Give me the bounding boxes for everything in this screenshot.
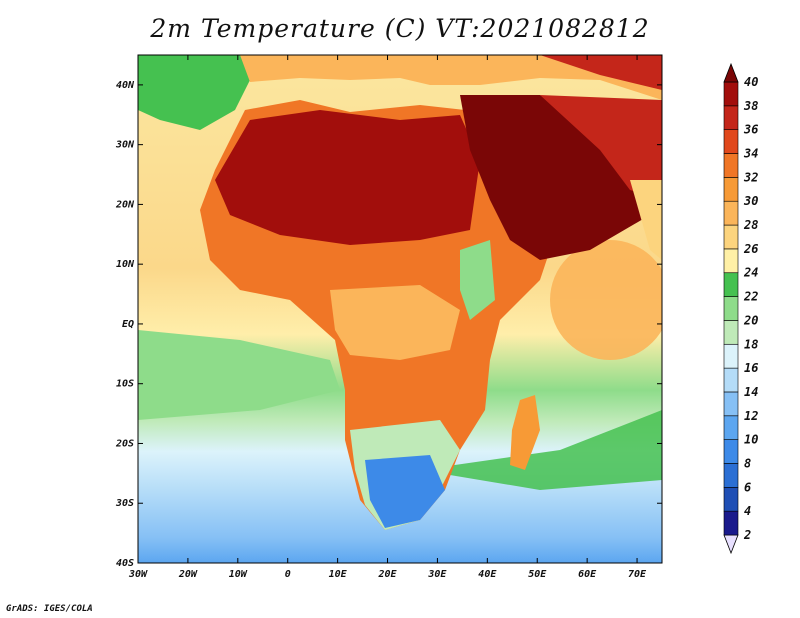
lat-label: 30S xyxy=(115,498,134,509)
lon-label: 50E xyxy=(528,569,547,580)
lon-label: 70E xyxy=(628,569,647,580)
lat-label: 20S xyxy=(115,438,134,449)
colorbar-swatch xyxy=(723,439,739,464)
lat-label: 40N xyxy=(116,80,135,91)
colorbar-label: 14 xyxy=(744,385,758,399)
lat-label: 40S xyxy=(116,558,134,569)
colorbar-label: 16 xyxy=(744,361,758,375)
lat-label: 10N xyxy=(116,259,135,270)
indian-south-green xyxy=(420,410,662,490)
colorbar-label: 10 xyxy=(744,433,758,447)
lon-label: 10E xyxy=(329,569,348,580)
colorbar-swatch xyxy=(723,272,739,297)
colorbar-label: 38 xyxy=(743,99,758,113)
colorbar-swatch xyxy=(723,296,739,321)
lon-label: 30W xyxy=(128,569,148,580)
colorbar-swatch xyxy=(723,391,739,417)
colorbar-label: 32 xyxy=(743,170,758,184)
colorbar-label: 22 xyxy=(743,290,758,304)
colorbar-swatch xyxy=(723,224,739,250)
map-title: 2m Temperature (C) VT:2021082812 xyxy=(150,14,650,43)
colorbar-swatch xyxy=(723,343,739,369)
indian-ocean-warm xyxy=(550,240,662,360)
lon-label: 20E xyxy=(377,569,397,580)
lon-label: 10W xyxy=(229,569,248,580)
colorbar-swatch xyxy=(723,81,739,107)
sahara-hot xyxy=(215,110,480,245)
lon-label: 60E xyxy=(578,569,597,580)
atlantic-south-green xyxy=(138,330,340,420)
colorbar-label: 40 xyxy=(744,75,758,89)
colorbar-swatch xyxy=(723,463,739,488)
grads-credit: GrADS: IGES/COLA xyxy=(6,604,93,614)
south-africa-cold xyxy=(365,455,445,528)
ethiopia-highlands xyxy=(460,240,495,320)
lat-label: EQ xyxy=(122,319,134,330)
colorbar-swatch xyxy=(723,510,739,536)
central-africa xyxy=(330,285,460,360)
lon-label: 20W xyxy=(178,569,198,580)
caspian-hot xyxy=(540,55,662,90)
lat-label: 20N xyxy=(115,199,135,210)
map-field xyxy=(138,55,662,563)
colorbar-swatch xyxy=(723,248,739,274)
colorbar-label: 34 xyxy=(743,147,758,161)
plot-frame xyxy=(137,54,663,564)
lon-axis: 30W 20W 10W 0 10E 20E 30E 40E 50E 60E 70E xyxy=(128,55,647,580)
colorbar-label: 36 xyxy=(743,123,758,137)
arabia-hot xyxy=(460,95,650,260)
colorbar-swatch xyxy=(723,105,739,130)
europe-land xyxy=(240,55,662,100)
colorbar-label: 28 xyxy=(743,218,758,232)
colorbar-label: 6 xyxy=(744,480,751,494)
colorbar-swatch xyxy=(723,415,739,440)
colorbar-label: 8 xyxy=(744,456,751,470)
colorbar-label: 26 xyxy=(743,242,758,256)
lon-label: 30E xyxy=(427,569,447,580)
colorbar-min-arrow xyxy=(723,534,739,555)
colorbar-label: 20 xyxy=(743,313,758,327)
madagascar xyxy=(510,395,540,470)
india-land xyxy=(630,180,662,260)
colorbar-swatch xyxy=(723,367,739,393)
colorbar-swatch xyxy=(723,487,739,512)
colorbar-label: 2 xyxy=(743,528,751,542)
colorbar-swatch xyxy=(723,177,739,202)
colorbar-swatch xyxy=(723,153,739,178)
colorbar-label: 4 xyxy=(744,504,751,518)
lon-label: 40E xyxy=(478,569,497,580)
colorbar-swatch xyxy=(723,320,739,345)
colorbar-label: 30 xyxy=(743,194,758,208)
colorbar-label: 12 xyxy=(744,409,758,423)
lat-axis: 40N 30N 20N 10N EQ 10S 20S 30S 40S xyxy=(115,80,662,569)
lon-label: 0 xyxy=(285,569,291,580)
iran-hot xyxy=(540,95,662,200)
colorbar-label: 24 xyxy=(743,266,758,280)
lat-label: 10S xyxy=(116,379,134,390)
colorbar-max-arrow xyxy=(723,62,739,83)
colorbar-swatch xyxy=(723,129,739,154)
colorbar-swatch xyxy=(723,200,739,226)
colorbar-label: 18 xyxy=(744,337,758,351)
lat-label: 30N xyxy=(115,140,135,151)
